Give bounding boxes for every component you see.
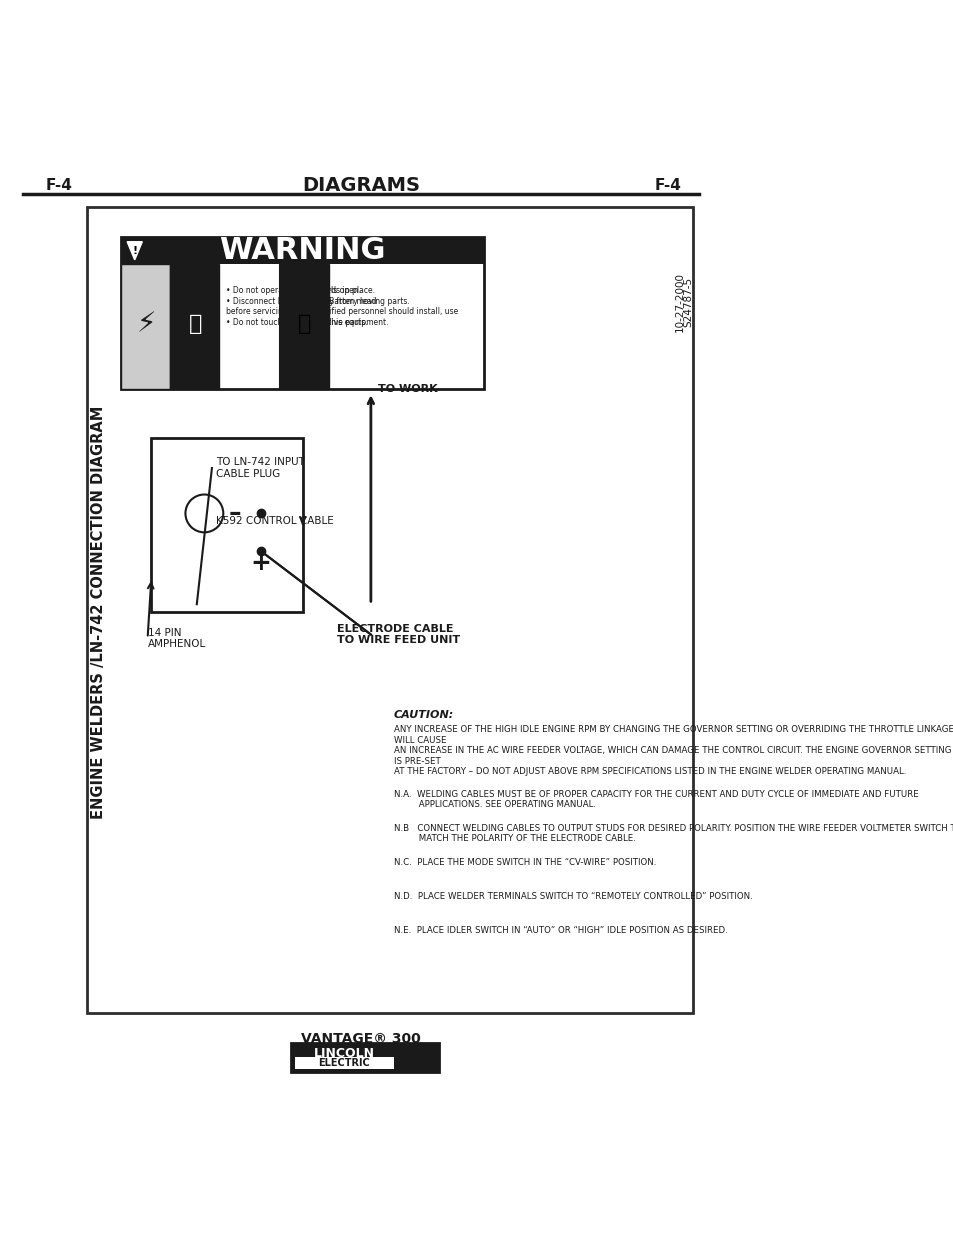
Bar [294,1057,394,1070]
Polygon shape [127,242,142,259]
Text: 14 PIN
AMPHENOL: 14 PIN AMPHENOL [148,627,206,650]
Bar [121,237,484,389]
Text: N.D.  PLACE WELDER TERMINALS SWITCH TO “REMOTELY CONTROLLED” POSITION.: N.D. PLACE WELDER TERMINALS SWITCH TO “R… [394,892,752,900]
Text: DIAGRAMS: DIAGRAMS [302,177,419,195]
Text: K592 CONTROL CABLE: K592 CONTROL CABLE [215,516,334,526]
Bar [121,237,484,263]
Bar [121,263,171,389]
Text: CAUTION:: CAUTION: [394,710,454,720]
Text: N.A.  WELDING CABLES MUST BE OF PROPER CAPACITY FOR THE CURRENT AND DUTY CYCLE O: N.A. WELDING CABLES MUST BE OF PROPER CA… [394,789,918,809]
Text: F-4: F-4 [654,178,680,193]
Bar [280,263,329,389]
Text: N.C.  PLACE THE MODE SWITCH IN THE “CV-WIRE” POSITION.: N.C. PLACE THE MODE SWITCH IN THE “CV-WI… [394,858,656,867]
Text: –: – [228,501,241,525]
Text: TO WORK: TO WORK [378,384,437,394]
Text: WARNING: WARNING [219,236,386,266]
Text: • Do not operate with panels open.
• Disconnect NEGATIVE (-) Battery lead
before: • Do not operate with panels open. • Dis… [225,287,375,326]
Bar [152,437,302,611]
Text: F-4: F-4 [46,178,72,193]
Text: 🔧: 🔧 [298,314,312,335]
Bar [121,263,171,389]
Text: +: + [251,551,272,574]
Text: S24787-5: S24787-5 [683,277,693,326]
Text: ENGINE WELDERS /LN-742 CONNECTION DIAGRAM: ENGINE WELDERS /LN-742 CONNECTION DIAGRA… [91,405,106,819]
Text: ✋: ✋ [189,314,202,335]
Bar [291,1044,438,1072]
Text: ⚡: ⚡ [136,310,155,338]
Text: !: ! [132,246,137,256]
Text: LINCOLN: LINCOLN [314,1047,375,1061]
Text: ELECTRIC: ELECTRIC [318,1058,370,1068]
Text: •Keep guards in place.
•Keep away from moving parts.
•Only qualified personnel s: •Keep guards in place. •Keep away from m… [287,287,457,326]
Text: 10-27-2000: 10-27-2000 [674,272,684,331]
Bar [87,207,692,1013]
Bar [171,263,219,389]
Text: ANY INCREASE OF THE HIGH IDLE ENGINE RPM BY CHANGING THE GOVERNOR SETTING OR OVE: ANY INCREASE OF THE HIGH IDLE ENGINE RPM… [394,725,953,776]
Text: TO LN-742 INPUT
CABLE PLUG: TO LN-742 INPUT CABLE PLUG [215,457,304,479]
Text: N.B   CONNECT WELDING CABLES TO OUTPUT STUDS FOR DESIRED POLARITY. POSITION THE : N.B CONNECT WELDING CABLES TO OUTPUT STU… [394,824,953,844]
Text: ELECTRODE CABLE
TO WIRE FEED UNIT: ELECTRODE CABLE TO WIRE FEED UNIT [336,624,459,646]
Text: VANTAGE® 300: VANTAGE® 300 [301,1032,420,1046]
Text: N.E.  PLACE IDLER SWITCH IN “AUTO” OR “HIGH” IDLE POSITION AS DESIRED.: N.E. PLACE IDLER SWITCH IN “AUTO” OR “HI… [394,926,726,935]
